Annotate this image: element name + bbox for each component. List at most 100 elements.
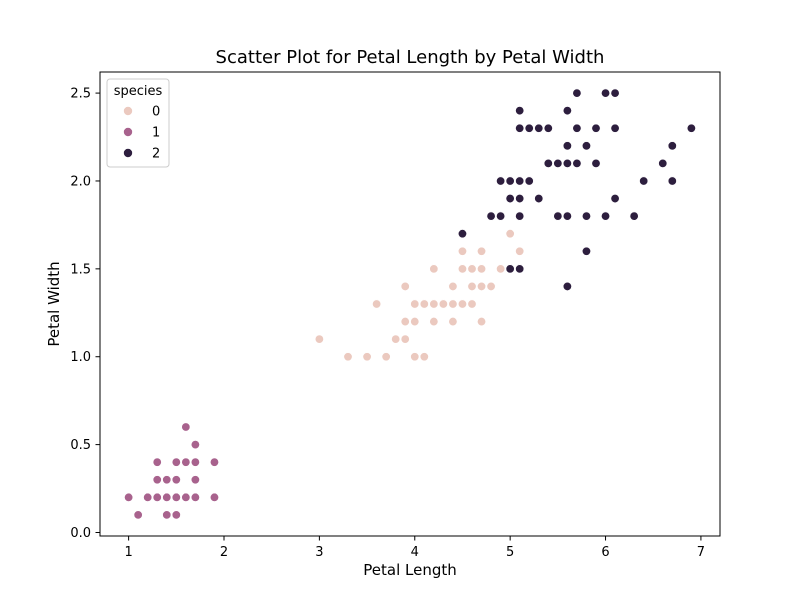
data-point-species-2 [562,211,572,221]
y-tick-label: 2.0 [70,174,91,189]
data-point-species-1 [190,457,200,467]
data-point-species-1 [171,457,181,467]
data-point-species-1 [190,440,200,450]
y-tick-label: 0.0 [70,526,91,541]
data-point-species-2 [610,88,620,98]
x-tick-label: 2 [220,545,228,560]
data-point-species-0 [314,334,324,344]
data-point-species-2 [562,106,572,116]
data-point-species-2 [572,158,582,168]
data-point-species-2 [639,176,649,186]
x-axis-label: Petal Length [363,561,457,579]
data-point-species-2 [667,141,677,151]
data-point-species-1 [152,457,162,467]
data-point-species-1 [171,492,181,502]
data-point-species-0 [448,281,458,291]
data-point-species-2 [505,264,515,274]
x-tick-label: 4 [411,545,419,560]
data-point-species-1 [162,475,172,485]
data-point-species-1 [152,492,162,502]
data-point-species-1 [171,510,181,520]
data-point-species-2 [543,123,553,133]
legend-marker-species-2 [123,148,133,158]
data-point-species-2 [581,246,591,256]
data-point-species-0 [467,264,477,274]
data-point-species-0 [429,264,439,274]
data-point-species-0 [477,281,487,291]
x-tick-label: 6 [601,545,609,560]
data-point-species-0 [457,299,467,309]
data-point-species-2 [572,88,582,98]
data-point-species-0 [343,352,353,362]
data-point-species-2 [486,211,496,221]
data-point-species-1 [162,492,172,502]
data-point-species-0 [419,352,429,362]
data-point-species-2 [572,123,582,133]
x-tick-label: 5 [506,545,514,560]
data-point-species-1 [190,475,200,485]
data-point-species-2 [515,176,525,186]
legend-marker-species-1 [123,127,133,137]
data-point-species-0 [429,317,439,327]
data-point-species-0 [457,246,467,256]
data-point-species-0 [477,246,487,256]
data-point-species-2 [658,158,668,168]
data-point-species-2 [515,123,525,133]
data-point-species-0 [391,334,401,344]
data-point-species-2 [543,158,553,168]
data-point-species-2 [457,229,467,239]
data-point-species-2 [601,211,611,221]
data-point-species-1 [171,475,181,485]
data-point-species-2 [686,123,696,133]
data-point-species-2 [553,211,563,221]
x-tick-label: 1 [124,545,132,560]
data-point-species-1 [181,457,191,467]
data-point-species-0 [457,264,467,274]
data-point-species-0 [400,281,410,291]
x-axis-ticks: 1 2 3 4 5 6 7 [124,536,705,560]
data-point-species-2 [553,158,563,168]
data-point-species-0 [477,317,487,327]
legend-label-species-2: 2 [152,147,160,162]
legend-label-species-0: 0 [152,105,160,120]
plot-frame [99,71,721,537]
data-point-species-2 [515,194,525,204]
data-point-species-2 [591,158,601,168]
legend: species 0 1 2 [106,78,170,168]
data-point-species-0 [419,299,429,309]
data-point-species-0 [372,299,382,309]
data-point-species-1 [152,475,162,485]
data-point-species-1 [133,510,143,520]
data-point-species-0 [429,299,439,309]
data-point-species-1 [143,492,153,502]
data-point-species-2 [515,211,525,221]
data-point-species-2 [610,194,620,204]
y-axis-label: Petal Width [45,261,63,346]
data-point-species-2 [610,123,620,133]
data-point-species-0 [362,352,372,362]
chart-title: Scatter Plot for Petal Length by Petal W… [216,47,605,68]
data-points [124,88,696,520]
data-point-species-0 [410,299,420,309]
data-point-species-0 [438,299,448,309]
data-point-species-2 [629,211,639,221]
y-tick-label: 0.5 [70,438,91,453]
data-point-species-2 [496,176,506,186]
data-point-species-0 [448,299,458,309]
y-tick-label: 1.5 [70,262,91,277]
data-point-species-1 [190,492,200,502]
data-point-species-2 [581,141,591,151]
data-point-species-0 [486,281,496,291]
data-point-species-1 [181,422,191,432]
x-tick-label: 7 [697,545,705,560]
data-point-species-2 [505,194,515,204]
data-point-species-2 [591,123,601,133]
data-point-species-1 [124,492,134,502]
data-point-species-0 [400,334,410,344]
y-axis-ticks: 0.0 0.5 1.0 1.5 2.0 2.5 [70,87,100,541]
data-point-species-1 [162,510,172,520]
data-point-species-0 [467,299,477,309]
data-point-species-0 [381,352,391,362]
legend-entries: 0 1 2 [123,105,160,162]
legend-marker-species-0 [123,106,133,116]
